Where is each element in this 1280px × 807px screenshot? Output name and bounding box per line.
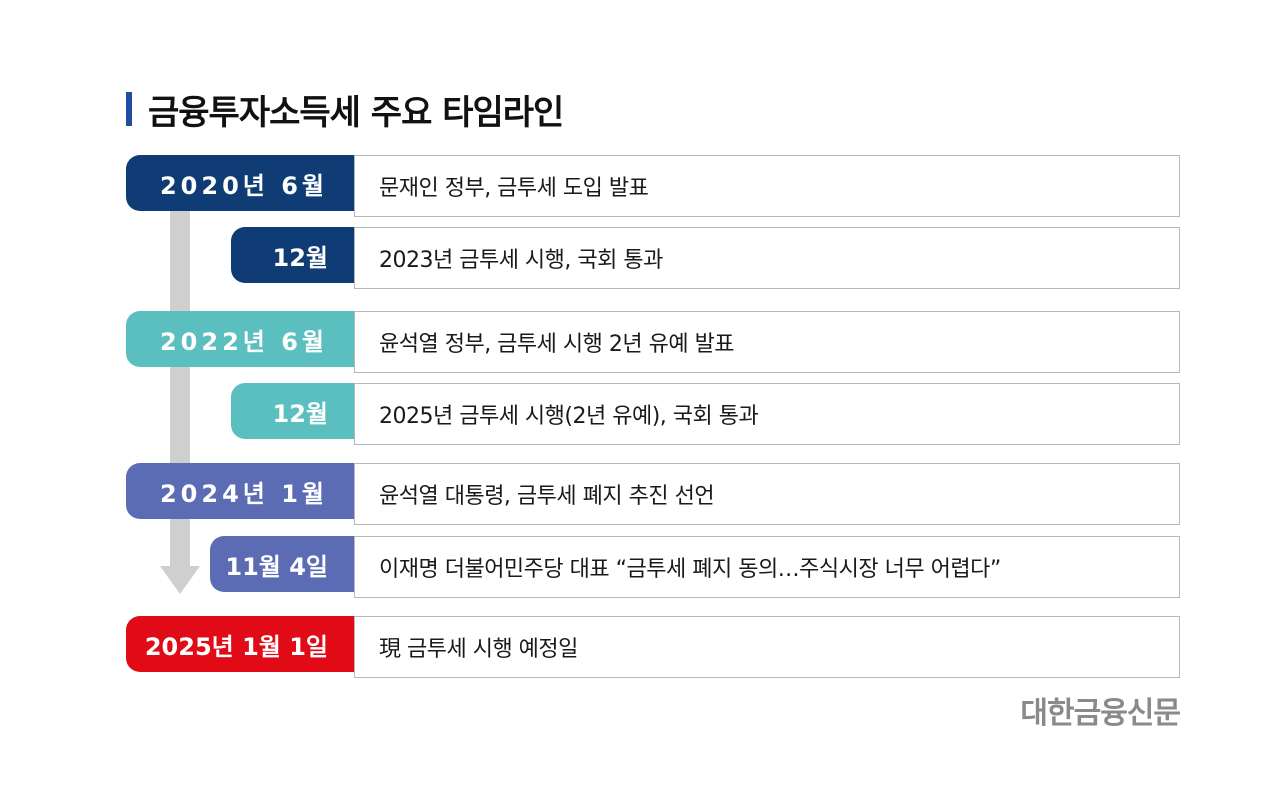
title-block: 금융투자소득세 주요 타임라인 (126, 88, 564, 133)
timeline-event: 現 금투세 시행 예정일 (354, 616, 1180, 678)
timeline-row: 11월 4일 이재명 더불어민주당 대표 “금투세 폐지 동의…주식시장 너무 … (0, 536, 1280, 598)
timeline-row: 12월 2025년 금투세 시행(2년 유예), 국회 통과 (0, 383, 1280, 445)
timeline-row: 2020년 6월 문재인 정부, 금투세 도입 발표 (0, 155, 1280, 217)
timeline-row: 2022년 6월 윤석열 정부, 금투세 시행 2년 유예 발표 (0, 311, 1280, 373)
timeline-date: 11월 4일 (210, 536, 356, 592)
timeline-date: 2025년 1월 1일 (126, 616, 356, 672)
timeline-event: 이재명 더불어민주당 대표 “금투세 폐지 동의…주식시장 너무 어렵다” (354, 536, 1180, 598)
page-title: 금융투자소득세 주요 타임라인 (148, 92, 564, 133)
brand-logo: 대한금융신문 (1020, 696, 1181, 731)
timeline-date: 2022년 6월 (126, 311, 356, 367)
timeline-date: 2024년 1월 (126, 463, 356, 519)
timeline-arrow-icon (160, 566, 200, 594)
timeline-row: 12월 2023년 금투세 시행, 국회 통과 (0, 227, 1280, 289)
timeline-date: 12월 (231, 227, 356, 283)
timeline-date: 12월 (231, 383, 356, 439)
title-accent-bar (126, 92, 132, 126)
timeline-event: 윤석열 정부, 금투세 시행 2년 유예 발표 (354, 311, 1180, 373)
timeline-event: 2023년 금투세 시행, 국회 통과 (354, 227, 1180, 289)
timeline-event: 2025년 금투세 시행(2년 유예), 국회 통과 (354, 383, 1180, 445)
timeline-date: 2020년 6월 (126, 155, 356, 211)
timeline-event: 윤석열 대통령, 금투세 폐지 추진 선언 (354, 463, 1180, 525)
timeline-event: 문재인 정부, 금투세 도입 발표 (354, 155, 1180, 217)
timeline-row: 2025년 1월 1일 現 금투세 시행 예정일 (0, 616, 1280, 678)
timeline-row: 2024년 1월 윤석열 대통령, 금투세 폐지 추진 선언 (0, 463, 1280, 525)
